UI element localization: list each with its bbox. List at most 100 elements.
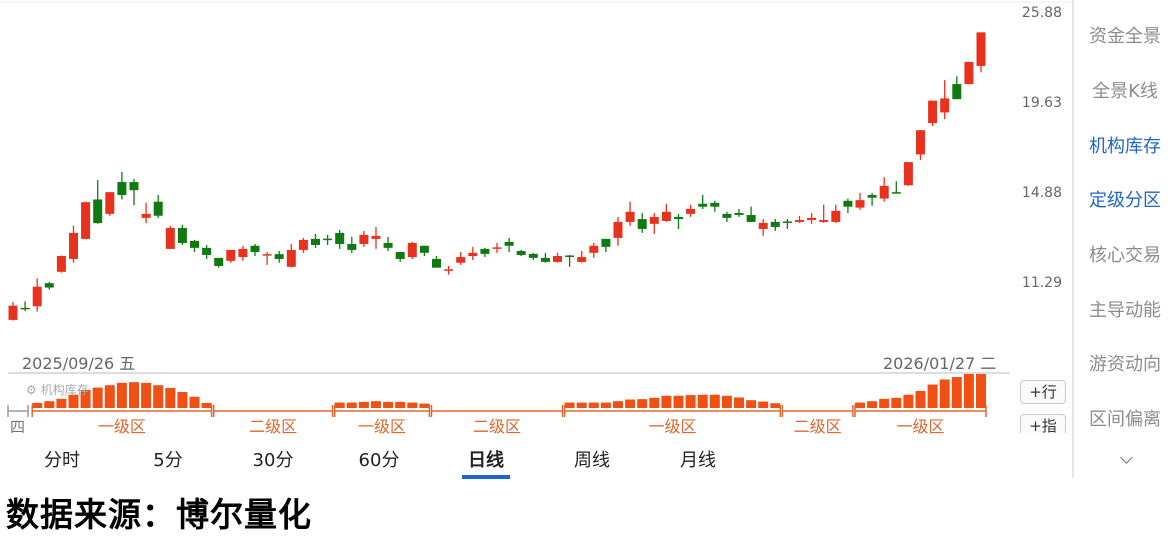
tab-30min[interactable]: 30分 [252,450,294,471]
data-source-caption: 数据来源：博尔量化 [6,495,312,534]
candle-body [831,210,841,222]
candle-body [323,238,333,241]
candle-body [770,221,780,227]
candle-body [153,201,163,216]
inventory-bar [80,389,91,408]
inventory-bar [915,391,926,408]
indicator-sidebar: 资金全景 全景K线 机构库存 定级分区 核心交易 主导动能 游资动向 区间偏离 [1072,0,1174,478]
candle-down [528,252,538,261]
candle-body [141,213,151,218]
y-tick-label: 19.63 [1022,95,1062,111]
candle-up [964,61,974,85]
zone-label: 二级区 [473,417,521,436]
candle-up [879,177,889,202]
add-indicator-button[interactable]: +指 [1020,414,1066,433]
inventory-bar [734,397,744,408]
chevron-down-icon[interactable] [1120,451,1133,464]
candle-down [44,282,54,290]
candle-body [129,182,139,191]
inventory-bar [44,401,55,408]
candle-body [444,269,454,271]
inventory-bar [371,401,381,408]
tab-monthly[interactable]: 月线 [680,450,716,471]
zone-label: 二级区 [249,417,297,436]
candle-up [903,162,913,186]
y-tick-label: 25.88 [1022,5,1062,21]
inventory-bar [879,398,890,408]
candle-down [395,252,405,262]
candle-body [649,216,659,224]
candle-down [214,257,224,268]
candle-body [262,254,272,256]
candle-body [855,200,865,208]
candle-up [686,204,696,217]
sidebar-item-hot-money[interactable]: 游资动向 [1089,354,1161,375]
candle-body [940,98,950,113]
sidebar-item-range-deviation[interactable]: 区间偏离 [1089,409,1161,430]
sidebar-item-grade-zones[interactable]: 定级分区 [1089,190,1161,211]
candle-up [56,255,66,273]
active-tab-indicator [462,475,510,479]
candle-body [674,216,683,220]
candle-down [722,211,732,222]
candle-down [540,252,550,263]
tab-weekly[interactable]: 周线 [574,450,610,471]
candle-body [867,195,877,198]
candle-body [298,239,308,250]
candle-up [105,192,115,216]
inventory-bar [976,374,986,408]
candle-up [32,278,42,312]
candle-body [577,257,587,262]
sidebar-item-dominant-momentum[interactable]: 主导动能 [1089,300,1161,321]
inventory-bar [153,385,164,408]
candle-body [177,227,187,243]
candle-body [928,100,938,124]
candle-body [661,211,671,221]
candle-up [649,212,659,234]
inventory-bar [129,382,139,408]
candle-up [141,202,151,224]
sub-panel-title[interactable]: ⚙ 机构库存 [26,381,89,398]
candle-down [117,172,127,200]
candle-down [153,195,163,218]
inventory-bar [661,395,672,408]
candle-body [903,162,913,186]
tab-5min[interactable]: 5分 [153,450,183,471]
inventory-bar [963,374,974,408]
candle-body [105,192,115,214]
candle-down [516,249,526,257]
candle-body [891,192,901,194]
inventory-bar [709,394,720,408]
candle-down [250,243,260,257]
tab-daily[interactable]: 日线 [468,450,504,471]
tab-minute[interactable]: 分时 [44,450,80,471]
sidebar-item-capital-overview[interactable]: 资金全景 [1089,26,1161,47]
candle-down [274,250,284,263]
candle-body [964,61,974,85]
candle-up [589,242,599,258]
inventory-bar [770,403,781,408]
add-row-button[interactable]: +行 [1020,380,1066,404]
sidebar-item-panorama-kline[interactable]: 全景K线 [1092,81,1158,102]
candle-body [976,32,986,66]
candle-down [504,237,514,253]
candle-down [311,233,320,248]
candle-body [419,245,429,253]
candle-body [8,305,18,320]
candle-up [81,201,91,240]
candle-down [335,229,345,249]
sidebar-item-institution-inventory[interactable]: 机构库存 [1089,136,1161,157]
tab-60min[interactable]: 60分 [358,450,400,471]
candle-body [202,247,212,255]
candle-down [93,180,103,224]
inventory-bar [600,402,611,408]
candle-down [129,178,139,206]
candle-up [855,193,865,210]
candle-up [831,204,841,223]
candle-up [758,219,768,236]
sidebar-item-core-trading[interactable]: 核心交易 [1089,245,1161,266]
candle-body [347,243,357,250]
candle-down [432,256,441,268]
kline-chart[interactable]: 25.88 19.63 14.88 11.29 一级区 二级区 一级区 二级区 一级区 二级区 一… [0,0,1072,440]
candle-body [528,253,538,258]
